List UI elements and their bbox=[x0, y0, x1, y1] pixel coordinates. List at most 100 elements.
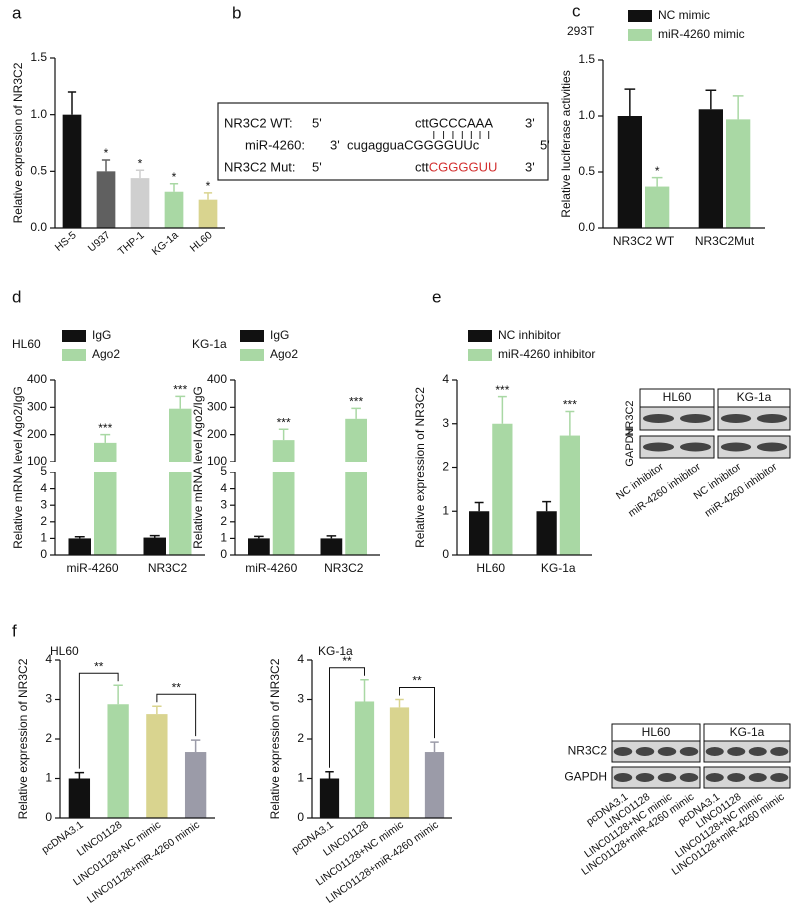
y-tick-label: 1.0 bbox=[578, 108, 595, 122]
blot-band bbox=[635, 747, 655, 756]
bar bbox=[272, 440, 295, 555]
error-bar bbox=[67, 91, 77, 115]
significance: *** bbox=[495, 383, 509, 397]
legend-swatch bbox=[628, 29, 652, 41]
legend-label: Ago2 bbox=[92, 347, 120, 361]
legend-swatch bbox=[240, 330, 264, 342]
chart-title: 293T bbox=[567, 24, 595, 38]
sequence: cugagguaCGGGGUUc bbox=[347, 137, 480, 152]
error-bar bbox=[565, 410, 575, 436]
significance: *** bbox=[563, 398, 577, 412]
comparison-label: ** bbox=[94, 659, 104, 673]
legend-label: Ago2 bbox=[270, 347, 298, 361]
blot-row-label: NR3C2 bbox=[568, 744, 608, 758]
strand-end: 3' bbox=[330, 137, 340, 152]
error-bar bbox=[169, 183, 179, 192]
x-tick-label: KG-1a bbox=[150, 229, 181, 258]
x-tick-label: miR-4260 bbox=[245, 561, 297, 575]
blot-band bbox=[679, 414, 712, 423]
legend-label: miR-4260 mimic bbox=[658, 27, 745, 41]
bar bbox=[184, 752, 207, 818]
error-bar bbox=[732, 95, 744, 120]
error-bar bbox=[74, 771, 85, 779]
error-bar bbox=[326, 535, 337, 539]
error-bar bbox=[430, 741, 439, 753]
y-tick-label: 4 bbox=[45, 652, 52, 666]
y-axis-label: Relative expression of NR3C2 bbox=[413, 387, 427, 548]
axis-break-gap bbox=[229, 462, 380, 472]
blot-band bbox=[635, 773, 655, 782]
sequence: cttGCCCAAA bbox=[415, 115, 493, 130]
y-axis-label: Relative expression of NR3C2 bbox=[11, 62, 25, 223]
y-tick-label: 0 bbox=[40, 547, 47, 561]
chart-title: HL60 bbox=[12, 337, 41, 351]
bar bbox=[164, 191, 184, 228]
legend-label: IgG bbox=[270, 328, 289, 342]
bar bbox=[248, 538, 270, 555]
x-tick-label: KG-1a bbox=[541, 561, 576, 575]
bar bbox=[107, 704, 129, 818]
bar bbox=[130, 178, 150, 228]
y-tick-label: 3 bbox=[220, 497, 227, 511]
y-tick-label: 100 bbox=[207, 454, 227, 468]
blot-row-label: GAPDH bbox=[624, 427, 636, 466]
x-tick-label: NR3C2 bbox=[148, 561, 188, 575]
y-axis-label: Relative luciferase activities bbox=[559, 70, 573, 217]
error-bar bbox=[651, 176, 663, 187]
error-bar bbox=[101, 159, 111, 172]
y-tick-label: 0 bbox=[45, 810, 52, 824]
blot-band bbox=[657, 747, 677, 756]
y-tick-label: 5 bbox=[220, 464, 227, 478]
blot-membrane bbox=[703, 766, 791, 789]
legend-label: IgG bbox=[92, 328, 111, 342]
legend-label: NC inhibitor bbox=[498, 328, 561, 342]
bar bbox=[62, 114, 82, 228]
bar bbox=[319, 778, 340, 818]
blot-band bbox=[770, 773, 789, 782]
sequence-highlight: CGGGGUU bbox=[429, 159, 498, 174]
y-axis-label: Relative expression of NR3C2 bbox=[16, 658, 30, 819]
blot-membrane bbox=[703, 740, 791, 763]
significance: *** bbox=[98, 421, 112, 435]
error-bar bbox=[190, 739, 201, 753]
significance: * bbox=[206, 179, 211, 193]
blot-band bbox=[679, 442, 712, 452]
bar bbox=[354, 701, 375, 818]
x-tick-label: HS-5 bbox=[53, 229, 79, 254]
chart-title: KG-1a bbox=[318, 644, 353, 658]
y-tick-label: 200 bbox=[207, 427, 227, 441]
legend-swatch bbox=[240, 349, 264, 361]
y-tick-label: 0.0 bbox=[578, 220, 595, 234]
blot-membrane bbox=[639, 406, 715, 431]
y-tick-label: 4 bbox=[442, 372, 449, 386]
y-tick-label: 0 bbox=[297, 810, 304, 824]
x-tick-label: NR3C2Mut bbox=[695, 234, 755, 248]
error-bar bbox=[74, 535, 85, 539]
y-tick-label: 400 bbox=[27, 372, 47, 386]
error-bar bbox=[395, 698, 404, 708]
bar bbox=[68, 538, 91, 555]
strand-end: 3' bbox=[525, 115, 535, 130]
legend-swatch bbox=[468, 330, 492, 342]
blot-membrane bbox=[611, 740, 701, 763]
blot-row-label: NR3C2 bbox=[624, 400, 636, 436]
comparison-bracket bbox=[156, 693, 197, 737]
y-tick-label: 2 bbox=[40, 514, 47, 528]
bar bbox=[198, 199, 218, 228]
blot-band bbox=[705, 773, 724, 782]
bar bbox=[143, 537, 166, 555]
blot-band bbox=[613, 747, 633, 756]
bar bbox=[645, 186, 670, 228]
y-tick-label: 1.5 bbox=[30, 50, 47, 64]
x-tick-label: miR-4260 bbox=[66, 561, 118, 575]
y-tick-label: 0 bbox=[220, 547, 227, 561]
blot-band bbox=[705, 747, 724, 756]
strand-end: 5' bbox=[312, 159, 322, 174]
panel-letter: d bbox=[12, 287, 21, 306]
y-tick-label: 1 bbox=[45, 771, 52, 785]
blot-membrane bbox=[717, 435, 791, 459]
y-axis-label: Relative mRNA level Ago2/IgG bbox=[11, 386, 25, 549]
y-tick-label: 0 bbox=[442, 547, 449, 561]
blot-row-label: GAPDH bbox=[564, 770, 607, 784]
y-tick-label: 1.0 bbox=[30, 107, 47, 121]
